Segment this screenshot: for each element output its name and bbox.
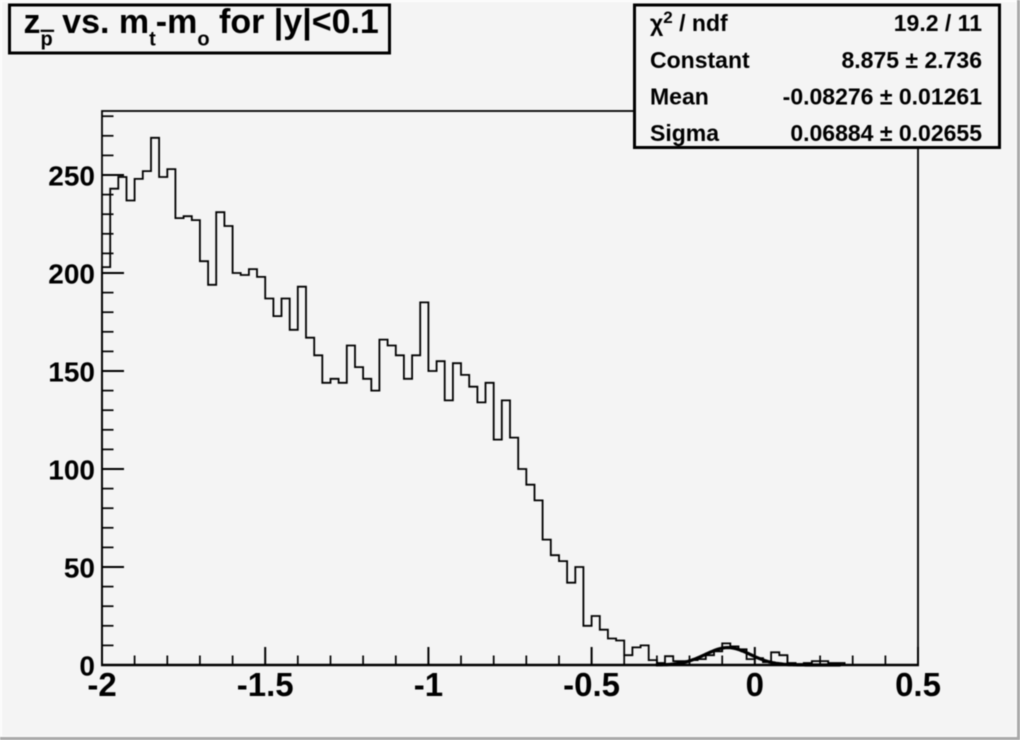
- svg-text:0.5: 0.5: [895, 666, 941, 703]
- svg-text:0: 0: [746, 666, 764, 703]
- svg-text:50: 50: [64, 552, 95, 583]
- svg-text:0.06884 ± 0.02655: 0.06884 ± 0.02655: [790, 120, 982, 146]
- svg-text:19.2 / 11: 19.2 / 11: [894, 10, 982, 36]
- svg-text:-0.08276 ± 0.01261: -0.08276 ± 0.01261: [783, 84, 983, 110]
- svg-text:200: 200: [48, 258, 95, 289]
- svg-text:-0.5: -0.5: [563, 666, 620, 703]
- svg-text:Sigma: Sigma: [650, 120, 719, 146]
- svg-text:8.875 ± 2.736: 8.875 ± 2.736: [841, 47, 982, 73]
- svg-text:100: 100: [48, 454, 95, 485]
- svg-text:0: 0: [79, 650, 95, 681]
- svg-text:150: 150: [48, 356, 95, 387]
- svg-text:-2: -2: [87, 666, 116, 703]
- svg-text:-1: -1: [414, 666, 443, 703]
- svg-text:250: 250: [48, 160, 95, 191]
- svg-text:Mean: Mean: [650, 84, 709, 110]
- svg-text:-1.5: -1.5: [237, 666, 294, 703]
- svg-text:χ2 / ndf: χ2 / ndf: [650, 8, 728, 36]
- svg-text:Constant: Constant: [650, 47, 750, 73]
